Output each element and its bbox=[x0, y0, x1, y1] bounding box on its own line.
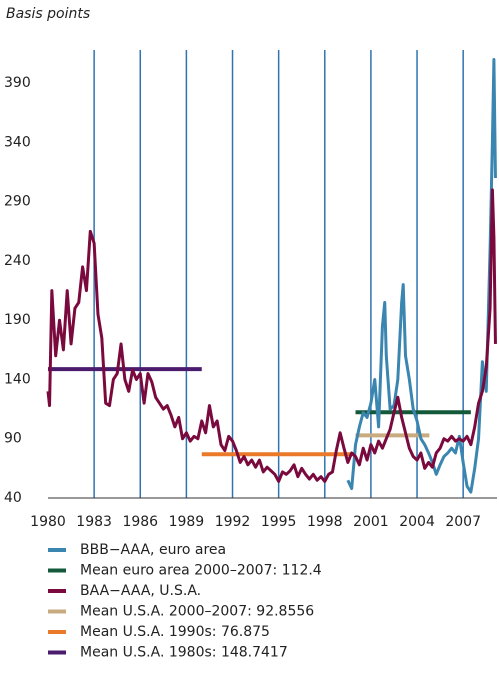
legend-label: Mean U.S.A. 2000–2007: 92.8556 bbox=[80, 604, 314, 620]
y-tick-label: 240 bbox=[4, 253, 31, 269]
legend-label: Mean euro area 2000–2007: 112.4 bbox=[80, 563, 322, 579]
series-line bbox=[46, 188, 497, 483]
y-tick-label: 40 bbox=[4, 490, 22, 506]
x-tick-label: 1998 bbox=[307, 514, 343, 530]
legend-label: BBB−AAA, euro area bbox=[80, 542, 226, 558]
x-tick-label: 1989 bbox=[169, 514, 205, 530]
y-tick-label: 340 bbox=[4, 134, 31, 150]
y-tick-label: 190 bbox=[4, 312, 31, 328]
x-tick-label: 1983 bbox=[76, 514, 112, 530]
y-tick-label: 390 bbox=[4, 75, 31, 91]
legend-label: Mean U.S.A. 1980s: 148.7417 bbox=[80, 645, 288, 661]
x-tick-label: 1992 bbox=[215, 514, 251, 530]
legend-label: BAA−AAA, U.S.A. bbox=[80, 583, 201, 599]
x-tick-label: 1986 bbox=[122, 514, 158, 530]
series-line bbox=[346, 57, 497, 494]
y-tick-label: 140 bbox=[4, 371, 31, 387]
x-tick-label: 2001 bbox=[353, 514, 389, 530]
x-tick-label: 1980 bbox=[30, 514, 66, 530]
legend-label: Mean U.S.A. 1990s: 76.875 bbox=[80, 624, 270, 640]
y-axis-label: Basis points bbox=[6, 6, 90, 22]
y-tick-label: 290 bbox=[4, 194, 31, 210]
y-tick-label: 90 bbox=[4, 431, 22, 447]
x-tick-label: 2004 bbox=[399, 514, 435, 530]
x-tick-label: 1995 bbox=[261, 514, 297, 530]
x-tick-label: 2007 bbox=[445, 514, 481, 530]
